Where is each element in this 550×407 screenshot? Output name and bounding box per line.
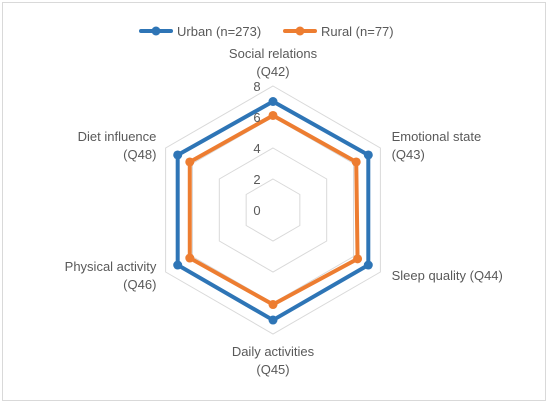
tick-label: 6 [253,110,260,125]
radar-chart: Urban (n=273) Rural (n=77) 0 2 4 6 8 Social r… [65,24,503,377]
legend-marker [151,26,161,36]
chart-frame: Urban (n=273) Rural (n=77) 0 2 4 6 8 Social r… [2,2,546,401]
tick-label: 8 [253,79,260,94]
series-line [175,99,371,323]
series-point [173,260,183,270]
series-point [268,315,278,325]
series-point [351,157,361,167]
legend: Urban (n=273) Rural (n=77) [139,24,394,39]
category-label: Emotional state [392,129,482,144]
grid-ring [165,85,381,335]
series-point [185,157,195,167]
category-label: (Q43) [392,147,425,162]
tick-label: 2 [253,172,260,187]
radar-series [173,97,373,325]
legend-entry: Rural (n=77) [321,24,394,39]
category-label: Daily activities [232,344,315,359]
series-point [363,150,373,160]
series-point [363,260,373,270]
category-label: (Q45) [256,362,289,377]
series-point [185,253,195,263]
category-label: Social relations [229,46,318,61]
category-label: (Q48) [123,147,156,162]
radar-grid [165,85,381,335]
category-label: Diet influence [78,129,157,144]
radial-tick-labels: 0 2 4 6 8 [253,79,260,218]
series-point [268,300,278,310]
series-point [173,150,183,160]
category-labels: Social relations (Q42) Emotional state (Q43… [65,46,503,377]
tick-label: 4 [253,141,260,156]
category-label: Sleep quality (Q44) [392,268,503,283]
series-line [187,113,360,307]
series-point [268,110,278,120]
legend-marker [295,26,305,36]
category-label: (Q42) [256,64,289,79]
category-label: (Q46) [123,277,156,292]
tick-label: 0 [253,203,260,218]
grid-ring [218,147,328,273]
series-point [268,97,278,106]
grid-ring [245,178,301,242]
series-point [353,254,363,264]
category-label: Physical activity [65,259,157,274]
legend-entry: Urban (n=273) [177,24,261,39]
